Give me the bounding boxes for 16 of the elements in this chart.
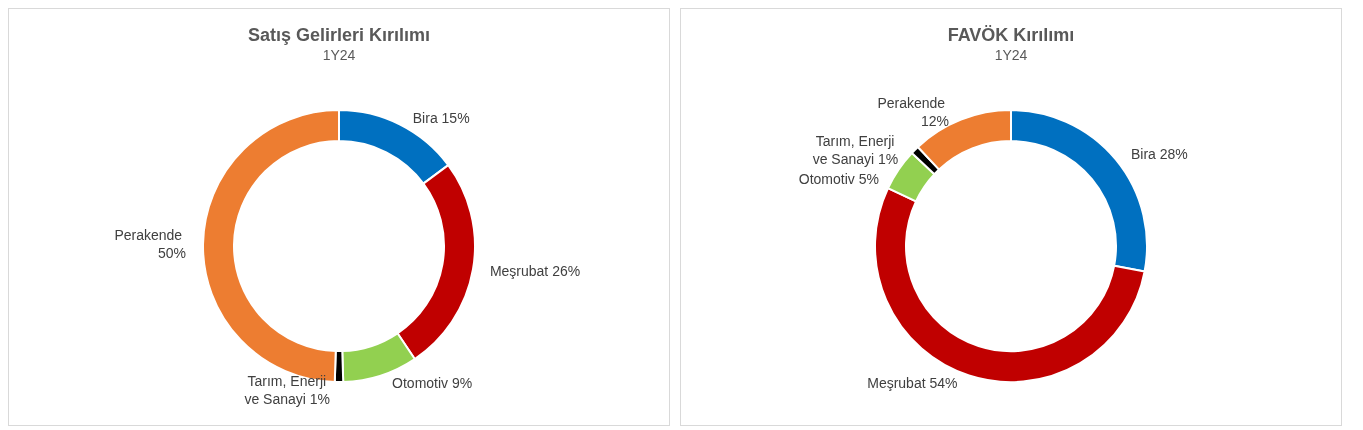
slice-label: Perakende xyxy=(114,226,187,243)
slice-label: Tarım, Enerji ve Sanayi 1% xyxy=(812,133,899,168)
data-label: 50% xyxy=(157,244,187,261)
slice-label: Bira 28% xyxy=(1130,146,1188,163)
slice-label: Otomotiv 9% xyxy=(392,375,473,392)
slice-label: Bira 15% xyxy=(412,109,470,126)
slice-label: Perakende xyxy=(877,95,949,112)
chart-title: Satış Gelirleri Kırılımı xyxy=(247,25,431,45)
slice-label: Meşrubat 26% xyxy=(489,262,581,279)
slice-label: Meşrubat 54% xyxy=(867,375,958,392)
slice-label: Tarım, Enerji ve Sanayi 1% xyxy=(244,373,330,408)
chart-title: FAVÖK Kırılımı xyxy=(947,25,1075,45)
slice-label: Otomotiv 5% xyxy=(798,171,879,188)
chart-subtitle: 1Y24 xyxy=(994,47,1028,63)
data-label: 12% xyxy=(920,113,949,130)
chart-subtitle: 1Y24 xyxy=(322,47,356,63)
